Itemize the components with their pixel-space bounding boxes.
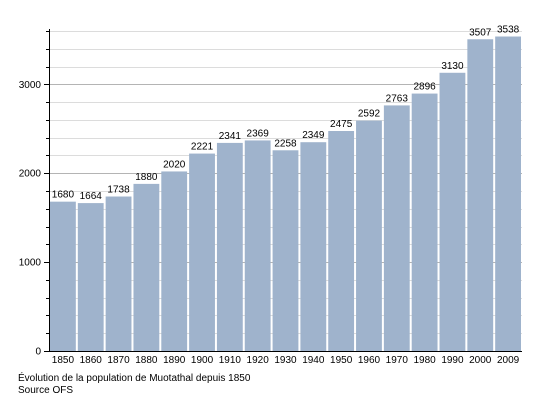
data-label: 2341 [219, 131, 242, 142]
x-tick-label: 1940 [302, 355, 325, 366]
y-tick-label: 2000 [19, 169, 42, 180]
x-tick-label: 1990 [441, 355, 464, 366]
bars [50, 36, 521, 352]
bar [467, 39, 494, 352]
x-tick-label: 1870 [107, 355, 130, 366]
bar [272, 150, 299, 351]
bar [356, 120, 382, 351]
x-tick-label: 2009 [497, 355, 520, 366]
x-tick-label: 1920 [247, 355, 270, 366]
chart-caption: Évolution de la population de Muotathal … [18, 373, 251, 384]
bar [216, 142, 243, 351]
data-label: 2349 [302, 130, 325, 141]
bar [105, 196, 132, 351]
x-tick-label: 1980 [413, 355, 436, 366]
data-label: 2896 [413, 82, 436, 93]
x-tick-label: 1900 [191, 355, 214, 366]
data-label: 2763 [386, 93, 409, 104]
x-tick-label: 2000 [469, 355, 492, 366]
bar [77, 203, 104, 351]
bar [189, 153, 215, 351]
data-label: 1680 [52, 190, 75, 201]
x-tick-label: 1860 [80, 355, 103, 366]
bar [383, 105, 410, 352]
data-label: 3538 [497, 25, 520, 36]
chart-source: Source OFS [18, 385, 74, 396]
y-tick-label: 1000 [19, 258, 42, 269]
data-label: 2221 [191, 142, 214, 153]
x-tick-label: 1960 [358, 355, 381, 366]
data-label: 2369 [247, 128, 270, 139]
data-label: 2258 [274, 138, 297, 149]
bar [133, 183, 160, 351]
bar [244, 140, 271, 351]
data-label: 1738 [107, 185, 130, 196]
axes: 1850 1860 1870 1880 1890 1900 1910 1920 1930 1940… [19, 29, 522, 366]
bar [161, 171, 188, 351]
x-tick-label: 1880 [135, 355, 158, 366]
bar [300, 142, 327, 351]
data-label: 3507 [469, 27, 492, 38]
x-tick-label: 1930 [274, 355, 297, 366]
data-label: 1880 [135, 172, 158, 183]
data-label: 2592 [358, 109, 381, 120]
data-label: 2020 [163, 159, 186, 170]
y-tick-label: 0 [35, 347, 41, 358]
x-tick-label: 1890 [163, 355, 186, 366]
y-tick-label: 3000 [19, 80, 42, 91]
x-tick-label: 1850 [52, 355, 75, 366]
bar [50, 201, 76, 351]
x-tick-label: 1970 [386, 355, 409, 366]
data-labels: 1680 1664 1738 1880 2020 2221 2341 2369 2258 2349… [52, 25, 520, 203]
bar [328, 131, 355, 351]
bar [495, 36, 521, 352]
x-tick-label: 1950 [330, 355, 353, 366]
bar [439, 72, 466, 352]
x-tick-label: 1910 [219, 355, 242, 366]
bar [411, 93, 438, 352]
data-label: 2475 [330, 119, 353, 130]
data-label: 1664 [80, 191, 103, 202]
data-label: 3130 [441, 61, 464, 72]
